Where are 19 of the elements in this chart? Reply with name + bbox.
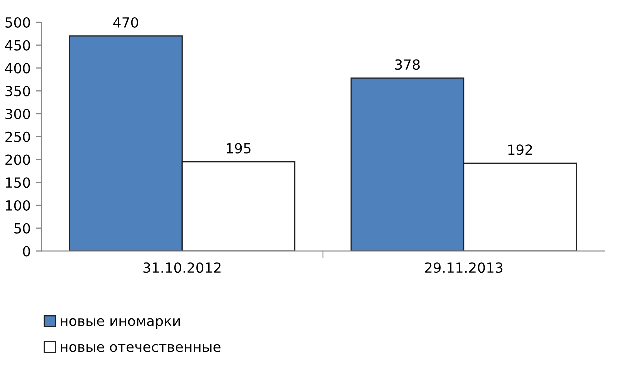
y-tick-label: 350 <box>6 86 30 97</box>
y-tick-label: 300 <box>6 108 30 120</box>
y-tick-label: 100 <box>6 200 30 211</box>
y-tick-label: 150 <box>6 178 30 188</box>
y-tick-label: 500 <box>6 17 30 28</box>
y-tick-label: 450 <box>5 40 30 51</box>
legend-label: новые отечественные <box>61 344 221 352</box>
x-tick-label: 29.11.2013 <box>425 262 503 274</box>
data-label: 470 <box>114 17 138 28</box>
y-tick-label: 200 <box>6 154 30 166</box>
y-tick-label: 0 <box>23 246 30 257</box>
x-tick-label: 31.10.2012 <box>144 262 221 274</box>
legend-label: новые иномарки <box>61 318 180 330</box>
y-tick-label: 400 <box>5 63 30 74</box>
y-tick-label: 250 <box>6 132 30 142</box>
data-label: 195 <box>226 143 251 154</box>
y-tick-label: 50 <box>14 223 30 234</box>
data-label: 192 <box>508 144 532 156</box>
data-label: 378 <box>395 60 420 70</box>
